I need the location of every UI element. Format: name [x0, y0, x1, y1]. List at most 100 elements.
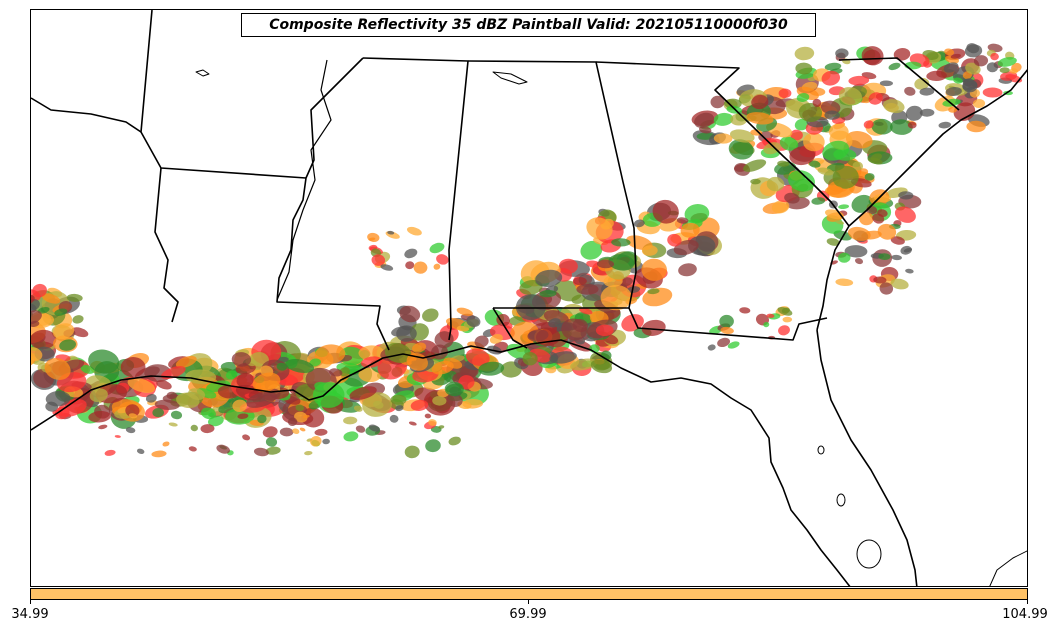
reflectivity-blob: [185, 369, 217, 385]
reflectivity-blob: [114, 435, 121, 438]
reflectivity-blob: [877, 223, 897, 240]
reflectivity-blob: [225, 370, 238, 380]
reflectivity-blob: [948, 106, 958, 113]
reflectivity-blob: [803, 132, 825, 152]
state-border: [140, 10, 307, 179]
reflectivity-blob: [496, 313, 510, 327]
reflectivity-blob: [519, 279, 543, 295]
reflectivity-blob: [641, 258, 667, 281]
reflectivity-blob: [667, 233, 682, 247]
reflectivity-blob: [838, 204, 850, 210]
reflectivity-blob: [120, 357, 146, 378]
reflectivity-blob: [425, 439, 441, 453]
reflectivity-blob: [246, 391, 277, 408]
reflectivity-blob: [380, 264, 394, 271]
reflectivity-blob: [257, 414, 267, 424]
reflectivity-blob: [890, 119, 913, 135]
reflectivity-blob: [652, 199, 679, 224]
reflectivity-blob: [152, 407, 164, 418]
reflectivity-blob: [944, 48, 955, 56]
reflectivity-blob: [890, 278, 909, 290]
reflectivity-blob: [201, 407, 216, 420]
lake: [856, 539, 882, 569]
reflectivity-blob: [766, 176, 785, 192]
reflectivity-blob: [953, 102, 976, 122]
reflectivity-blob: [294, 411, 308, 423]
reflectivity-blob: [717, 337, 731, 348]
reflectivity-blob: [390, 394, 407, 405]
reflectivity-blob: [997, 56, 1017, 67]
reflectivity-blob: [368, 424, 380, 432]
reflectivity-blob: [600, 284, 632, 311]
reflectivity-blob: [314, 344, 346, 365]
reflectivity-blob: [54, 308, 68, 316]
reflectivity-blob: [879, 282, 894, 295]
reflectivity-blob: [31, 302, 37, 313]
reflectivity-blob: [265, 446, 281, 455]
colorbar: [30, 588, 1028, 600]
reflectivity-blob: [312, 382, 345, 408]
reflectivity-blob: [384, 342, 412, 363]
paintball-layer: [31, 43, 1023, 459]
reflectivity-blob: [859, 212, 874, 226]
reflectivity-blob: [982, 87, 1003, 98]
reflectivity-blob: [292, 428, 300, 435]
reflectivity-blob: [405, 261, 415, 270]
reflectivity-blob: [611, 238, 631, 247]
reflectivity-blob: [893, 48, 911, 61]
reflectivity-blob: [784, 192, 800, 204]
reflectivity-blob: [950, 53, 961, 59]
reflectivity-blob: [835, 48, 849, 59]
reflectivity-blob: [878, 253, 891, 261]
reflectivity-blob: [242, 434, 251, 441]
reflectivity-blob: [349, 386, 377, 400]
reflectivity-blob: [387, 230, 395, 235]
reflectivity-blob: [943, 62, 959, 73]
reflectivity-blob: [822, 140, 850, 161]
reflectivity-blob: [926, 70, 947, 82]
reflectivity-blob: [404, 445, 420, 459]
reflectivity-blob: [739, 307, 751, 314]
state-border: [467, 60, 828, 341]
reflectivity-blob: [904, 86, 916, 96]
reflectivity-blob: [698, 126, 712, 134]
reflectivity-blob: [539, 289, 557, 298]
reflectivity-blob: [713, 133, 733, 144]
reflectivity-blob: [125, 404, 140, 418]
reflectivity-blob: [900, 245, 912, 255]
reflectivity-blob: [408, 421, 417, 426]
reflectivity-blob: [676, 217, 689, 224]
state-border: [276, 57, 390, 351]
map-panel: [30, 9, 1028, 587]
state-border: [595, 61, 850, 227]
lake: [817, 445, 825, 455]
reflectivity-blob: [962, 79, 978, 93]
reflectivity-blob: [478, 361, 505, 376]
reflectivity-blob: [456, 307, 473, 316]
reflectivity-blob: [166, 391, 178, 400]
reflectivity-blob: [789, 146, 816, 166]
reflectivity-blob: [694, 112, 715, 129]
reflectivity-blob: [145, 393, 157, 403]
reflectivity-blob: [285, 359, 315, 373]
reflectivity-blob: [863, 49, 881, 65]
reflectivity-blob: [444, 381, 464, 397]
reflectivity-blob: [808, 160, 821, 168]
reflectivity-blob: [37, 307, 50, 314]
reflectivity-blob: [812, 98, 822, 107]
reflectivity-blob: [872, 213, 885, 224]
lake: [836, 493, 846, 507]
reflectivity-blob: [746, 112, 774, 125]
reflectivity-blob: [891, 254, 902, 261]
reflectivity-blob: [395, 405, 404, 412]
reflectivity-blob: [641, 245, 658, 256]
reflectivity-blob: [576, 283, 599, 295]
reflectivity-blob: [371, 254, 386, 266]
reflectivity-blob: [633, 219, 645, 228]
reflectivity-blob: [98, 424, 108, 430]
reflectivity-blob: [973, 55, 989, 67]
reflectivity-blob: [343, 431, 359, 442]
reflectivity-blob: [782, 316, 793, 323]
reflectivity-blob: [847, 226, 871, 241]
reflectivity-blob: [798, 102, 823, 123]
